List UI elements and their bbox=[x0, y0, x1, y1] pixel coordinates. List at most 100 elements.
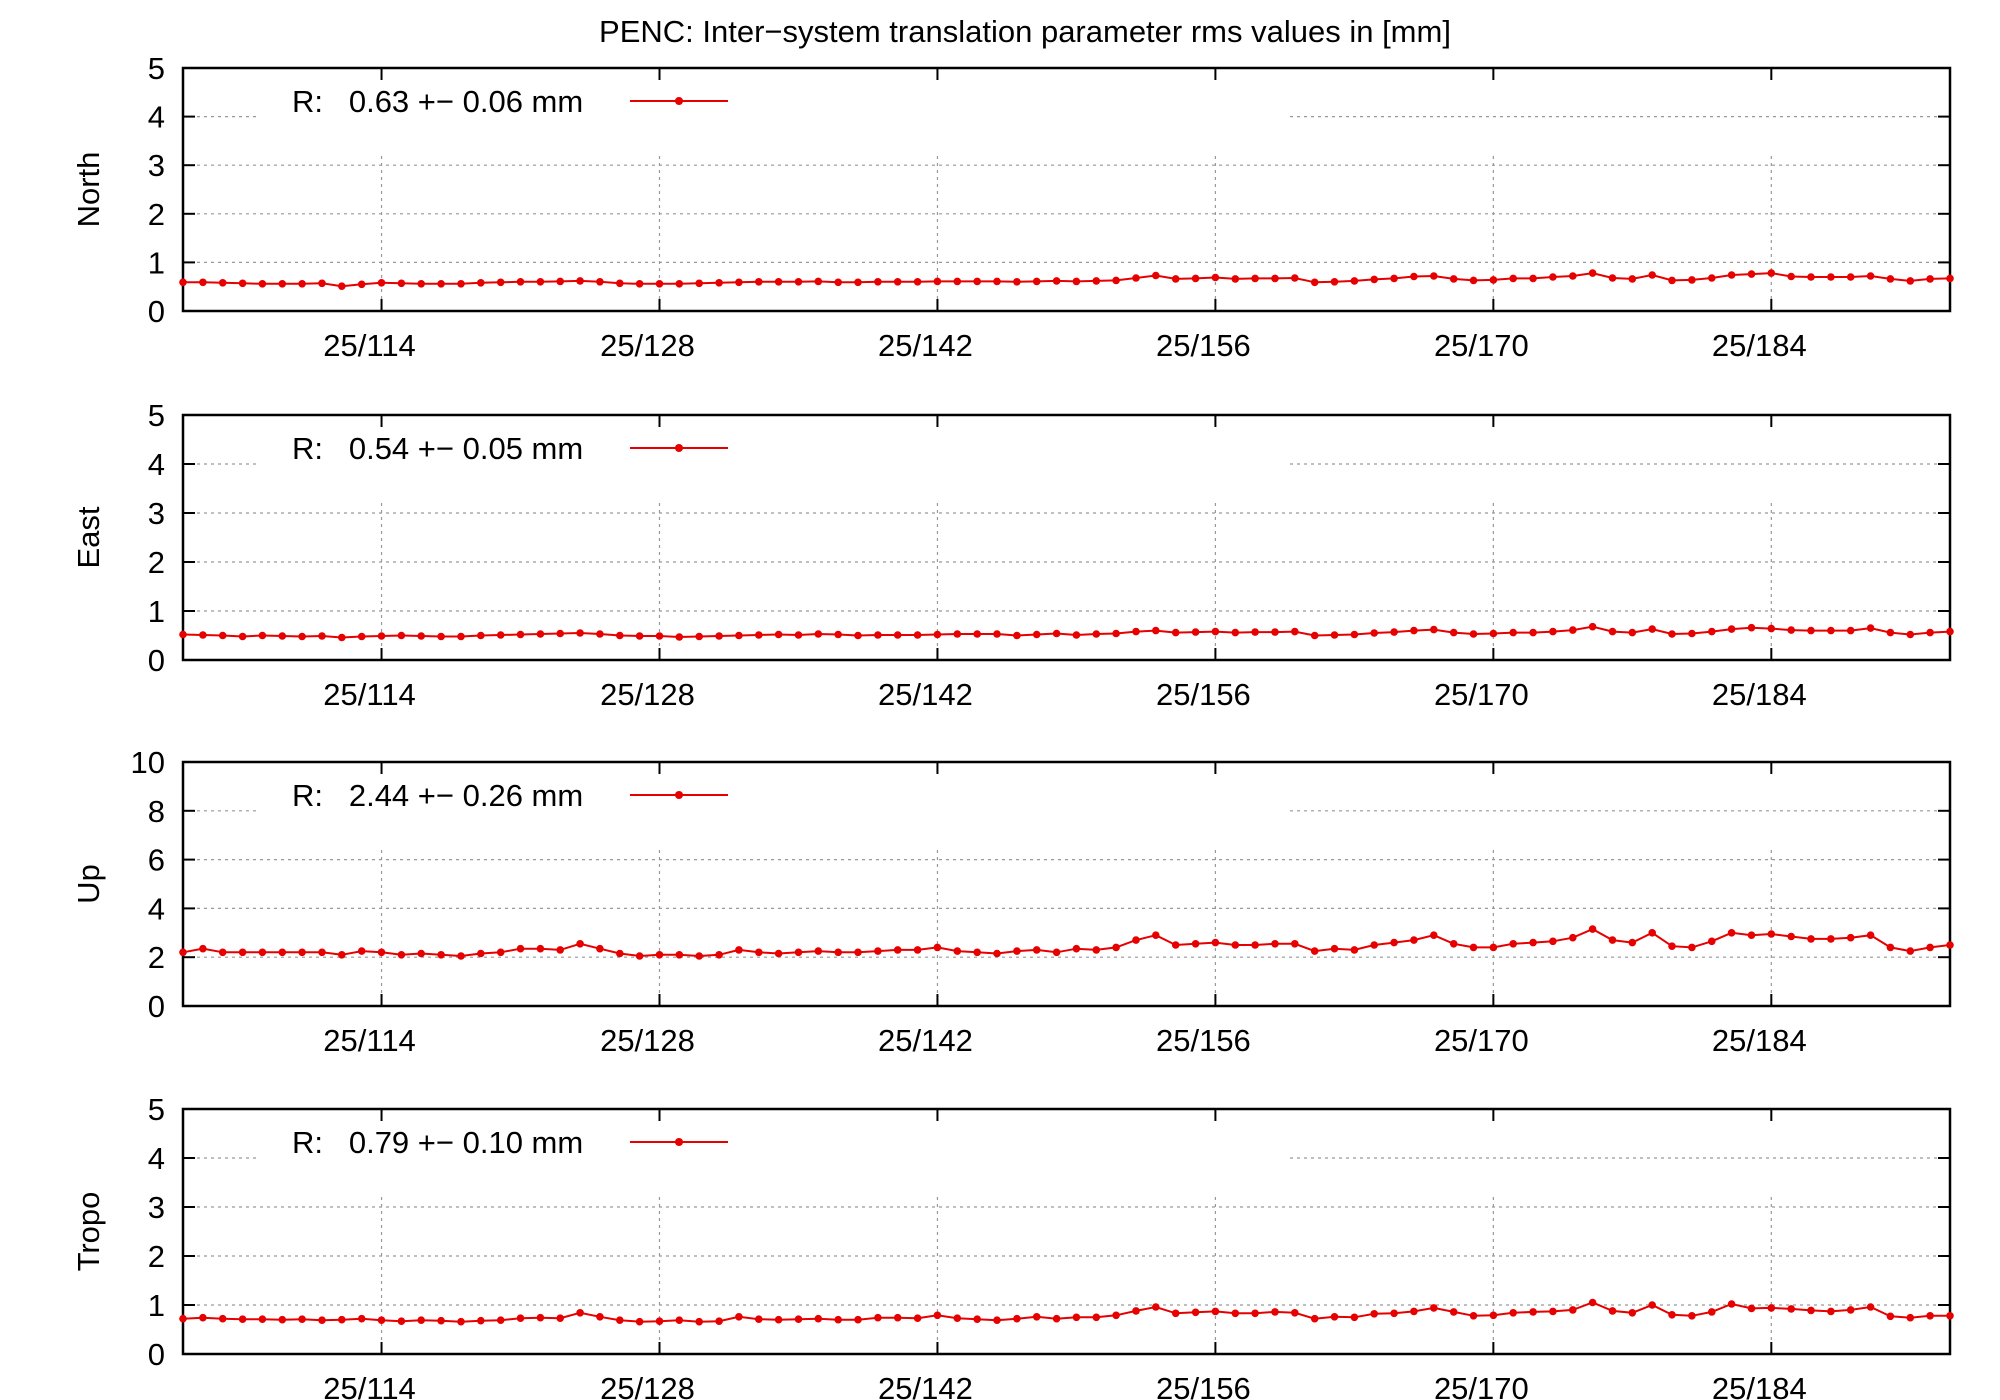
data-point bbox=[1291, 1309, 1299, 1317]
x-tick-label: 25/142 bbox=[878, 1023, 973, 1058]
data-point bbox=[1648, 625, 1656, 633]
y-tick-label: 3 bbox=[148, 148, 165, 183]
data-point bbox=[1430, 625, 1438, 634]
data-point bbox=[1747, 623, 1756, 632]
series-line-group bbox=[179, 269, 1954, 291]
data-point bbox=[1807, 626, 1815, 635]
x-tick-label: 25/156 bbox=[1156, 1371, 1251, 1400]
data-point bbox=[1787, 932, 1795, 941]
data-point bbox=[814, 1314, 823, 1323]
data-point bbox=[973, 1315, 981, 1323]
data-point bbox=[298, 948, 306, 957]
x-tick-label: 25/184 bbox=[1712, 328, 1807, 363]
legend-label: R: 0.54 +− 0.05 mm bbox=[292, 431, 583, 466]
data-point bbox=[774, 1315, 783, 1324]
data-point bbox=[675, 280, 684, 288]
data-point bbox=[973, 277, 981, 286]
data-point bbox=[1846, 273, 1855, 281]
data-point bbox=[755, 948, 763, 957]
y-tick-label: 5 bbox=[148, 51, 165, 86]
y-ticks: 0 1 2 3 4 5 bbox=[148, 51, 1950, 329]
y-ticks: 0 2 4 6 8 10 bbox=[131, 745, 1950, 1024]
data-point bbox=[496, 948, 505, 957]
data-point bbox=[1628, 938, 1637, 947]
data-point bbox=[1846, 1306, 1855, 1314]
data-point bbox=[1489, 629, 1498, 638]
y-tick-label: 4 bbox=[148, 891, 165, 926]
data-point bbox=[1787, 272, 1795, 281]
data-point bbox=[1688, 943, 1696, 952]
legend: R: 2.44 +− 0.26 mm bbox=[292, 778, 728, 813]
data-point bbox=[1648, 271, 1656, 279]
data-point bbox=[1231, 941, 1240, 949]
data-point bbox=[1013, 947, 1021, 955]
data-point bbox=[1509, 1309, 1517, 1317]
data-point bbox=[1092, 277, 1101, 285]
y-ticks: 0 1 2 3 4 5 bbox=[148, 1092, 1950, 1372]
plot-frame bbox=[181, 413, 1952, 662]
data-point bbox=[1370, 275, 1378, 284]
data-point bbox=[1211, 938, 1220, 947]
data-point bbox=[377, 1316, 386, 1324]
data-point bbox=[338, 282, 346, 291]
legend-marker bbox=[675, 97, 683, 105]
data-point bbox=[1946, 274, 1954, 283]
data-point bbox=[1271, 274, 1279, 283]
grid-lines bbox=[183, 115, 1950, 311]
data-point bbox=[258, 1315, 267, 1323]
data-point bbox=[1152, 1303, 1160, 1311]
data-point bbox=[1747, 931, 1756, 939]
data-point bbox=[854, 948, 862, 957]
data-point bbox=[536, 1313, 545, 1322]
data-point bbox=[1132, 627, 1140, 636]
legend: R: 0.79 +− 0.10 mm bbox=[292, 1125, 728, 1160]
data-point bbox=[1787, 626, 1795, 634]
x-tick-label: 25/114 bbox=[323, 1023, 416, 1058]
data-point bbox=[338, 633, 346, 642]
data-point bbox=[238, 279, 247, 288]
data-point bbox=[1628, 1309, 1637, 1317]
data-point bbox=[834, 948, 842, 957]
data-point bbox=[377, 279, 386, 287]
data-point bbox=[1072, 944, 1081, 953]
data-point bbox=[893, 278, 902, 286]
y-tick-label: 0 bbox=[148, 643, 165, 678]
data-point bbox=[814, 277, 823, 286]
data-point bbox=[596, 1313, 604, 1321]
data-point bbox=[1906, 947, 1915, 955]
data-point bbox=[874, 631, 882, 639]
x-tick-label: 25/170 bbox=[1434, 328, 1529, 363]
data-point bbox=[735, 631, 743, 640]
data-point bbox=[1668, 276, 1676, 285]
data-point bbox=[417, 949, 426, 958]
data-point bbox=[397, 279, 406, 288]
x-ticks: 25/114 25/128 25/142 25/156 25/170 25/184 bbox=[323, 415, 1807, 712]
grid-lines bbox=[183, 810, 1950, 1006]
data-point bbox=[1668, 1311, 1676, 1319]
data-point bbox=[179, 630, 187, 639]
data-point bbox=[794, 631, 803, 639]
data-point bbox=[1310, 278, 1319, 287]
data-point bbox=[1846, 933, 1855, 942]
data-point bbox=[1231, 1309, 1240, 1318]
legend-marker bbox=[675, 1138, 683, 1146]
data-point bbox=[477, 631, 485, 640]
data-point bbox=[834, 278, 842, 287]
data-point bbox=[1688, 276, 1696, 284]
x-tick-label: 25/156 bbox=[1156, 328, 1251, 363]
data-point bbox=[953, 630, 962, 638]
data-point bbox=[1906, 630, 1915, 639]
data-point bbox=[1251, 628, 1259, 636]
data-point bbox=[1330, 278, 1339, 286]
data-point bbox=[933, 1311, 942, 1320]
data-point bbox=[477, 279, 485, 287]
x-tick-label: 25/128 bbox=[600, 677, 695, 712]
data-point bbox=[457, 1317, 465, 1326]
data-point bbox=[238, 948, 247, 957]
data-point bbox=[1708, 627, 1716, 636]
data-point bbox=[735, 1313, 743, 1321]
data-point bbox=[1886, 275, 1895, 283]
